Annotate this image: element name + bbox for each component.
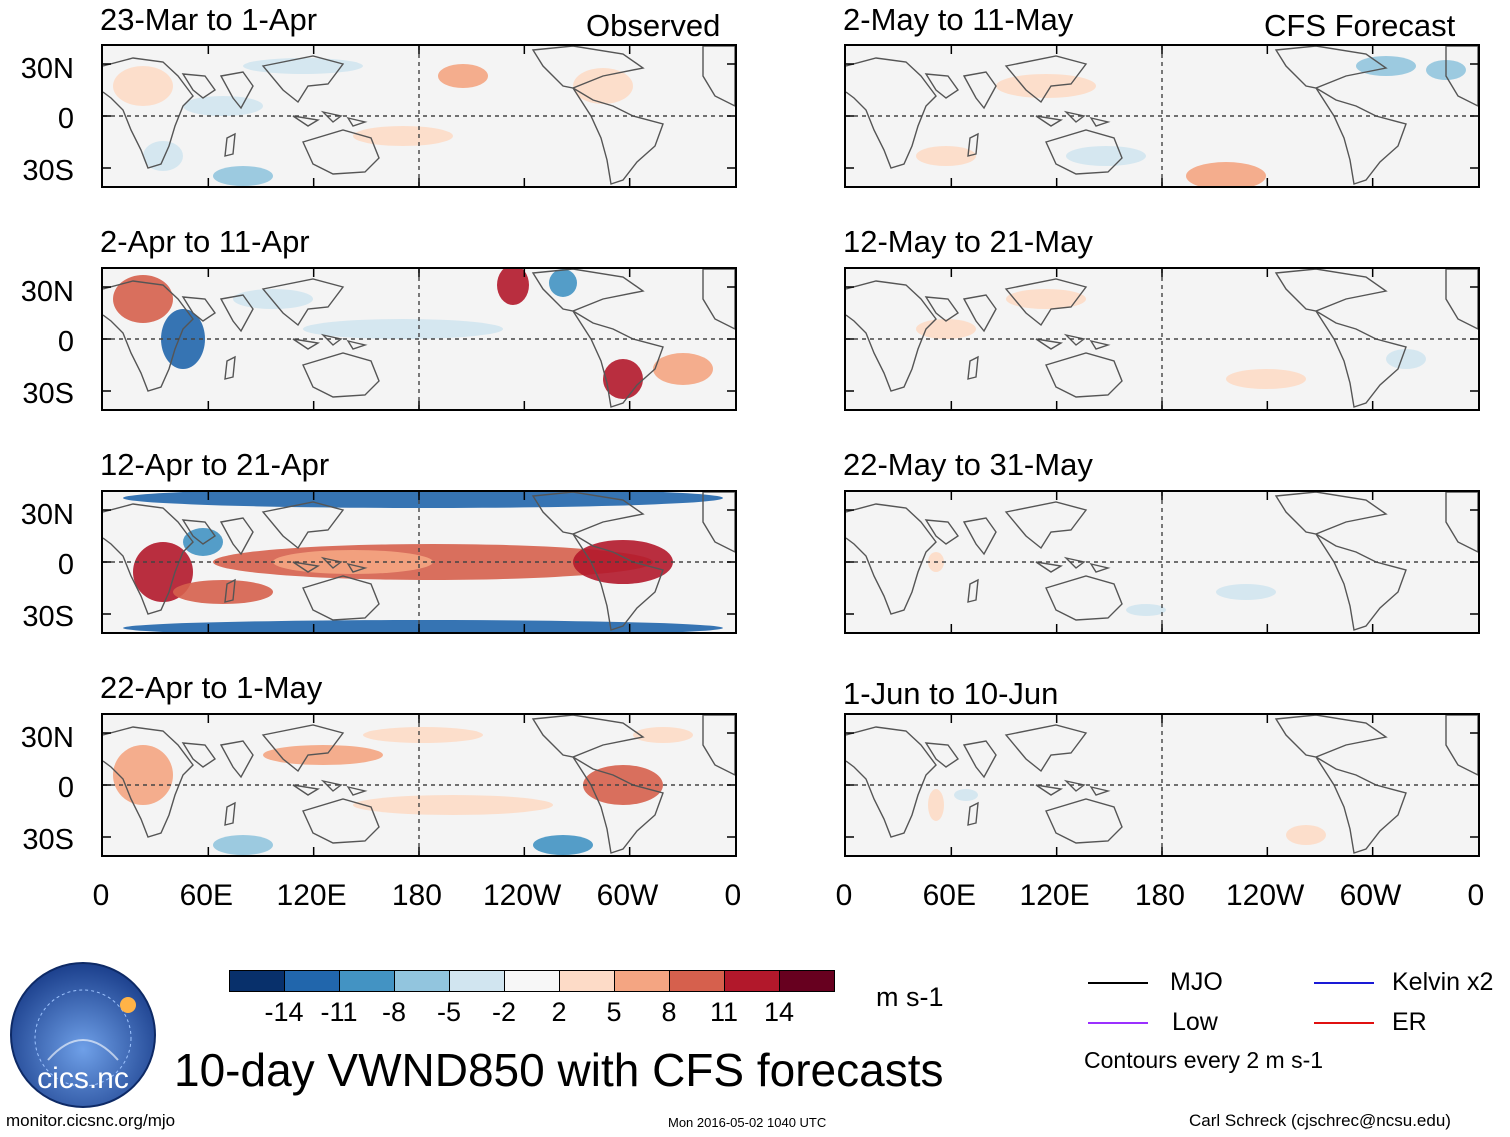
colorbar-cell-8 bbox=[669, 970, 725, 992]
forecast-panel-title-4: 1-Jun to 10-Jun bbox=[843, 676, 1059, 711]
colorbar-cell-2 bbox=[339, 970, 395, 992]
footer-url: monitor.cicsnc.org/mjo bbox=[6, 1111, 176, 1130]
observed-panel-title-4: 22-Apr to 1-May bbox=[100, 670, 323, 705]
kelvin-label: Kelvin x2 bbox=[1392, 968, 1494, 996]
y-axis-label-2-2: 30S bbox=[22, 601, 74, 633]
colorbar-units: m s-1 bbox=[876, 982, 944, 1012]
mjo-label: MJO bbox=[1170, 968, 1223, 996]
colorbar-cell-10 bbox=[779, 970, 835, 992]
forecast-map-1 bbox=[844, 44, 1480, 188]
cics-logo: cics.nc bbox=[10, 962, 156, 1108]
main-title: 10-day VWND850 with CFS forecasts bbox=[174, 1044, 944, 1096]
observed-map-4 bbox=[101, 713, 737, 857]
observed-map-1 bbox=[101, 44, 737, 188]
colorbar-label-5: 2 bbox=[551, 997, 567, 1027]
colorbar-label-0: -14 bbox=[264, 997, 304, 1027]
footer-timestamp: Mon 2016-05-02 1040 UTC bbox=[668, 1115, 827, 1130]
colorbar-cell-4 bbox=[449, 970, 505, 992]
x-axis-label-1-3: 180 bbox=[1134, 879, 1185, 912]
colorbar-label-2: -8 bbox=[381, 997, 406, 1027]
x-axis-label-0-1: 60E bbox=[179, 879, 233, 912]
forecast-header: CFS Forecast bbox=[1264, 8, 1456, 43]
x-axis-label-1-1: 60E bbox=[922, 879, 976, 912]
mjo-line bbox=[1088, 982, 1148, 984]
colorbar-label-3: -5 bbox=[436, 997, 461, 1027]
colorbar-cell-1 bbox=[284, 970, 340, 992]
kelvin-line bbox=[1314, 982, 1374, 984]
forecast-map-3 bbox=[844, 490, 1480, 634]
colorbar-label-8: 11 bbox=[709, 997, 739, 1027]
observed-map-3 bbox=[101, 490, 737, 634]
colorbar-label-6: 5 bbox=[606, 997, 622, 1027]
y-axis-label-0-0: 30N bbox=[20, 53, 74, 85]
forecast-map-2 bbox=[844, 267, 1480, 411]
y-axis-label-1-2: 30S bbox=[22, 378, 74, 410]
y-axis-label-0-1: 0 bbox=[57, 103, 74, 135]
x-axis-label-1-0: 0 bbox=[835, 879, 853, 912]
colorbar-cell-3 bbox=[394, 970, 450, 992]
x-axis-label-1-2: 120E bbox=[1019, 879, 1090, 912]
x-axis-label-0-5: 60W bbox=[596, 879, 659, 912]
x-axis-label-0-0: 0 bbox=[92, 879, 110, 912]
colorbar-label-1: -11 bbox=[320, 997, 358, 1027]
observed-panel-title-1: 23-Mar to 1-Apr bbox=[100, 2, 318, 37]
observed-map-2 bbox=[101, 267, 737, 411]
logo-text: cics.nc bbox=[37, 1062, 129, 1095]
x-axis-label-0-4: 120W bbox=[483, 879, 562, 912]
colorbar-cell-0 bbox=[229, 970, 285, 992]
y-axis-label-1-0: 30N bbox=[20, 276, 74, 308]
y-axis-label-1-1: 0 bbox=[57, 326, 74, 358]
colorbar-cell-7 bbox=[614, 970, 670, 992]
colorbar-cell-9 bbox=[724, 970, 780, 992]
er-label: ER bbox=[1392, 1008, 1427, 1036]
low-label: Low bbox=[1172, 1008, 1218, 1036]
y-axis-label-3-1: 0 bbox=[57, 772, 74, 804]
y-axis-label-0-2: 30S bbox=[22, 155, 74, 187]
colorbar-cell-5 bbox=[504, 970, 560, 992]
observed-header: Observed bbox=[586, 8, 721, 43]
forecast-panel-title-3: 22-May to 31-May bbox=[843, 447, 1093, 482]
y-axis-label-3-2: 30S bbox=[22, 824, 74, 856]
footer-author: Carl Schreck (cjschrec@ncsu.edu) bbox=[1189, 1111, 1451, 1130]
x-axis-label-1-5: 60W bbox=[1339, 879, 1402, 912]
x-axis-label-0-3: 180 bbox=[391, 879, 442, 912]
colorbar-label-7: 8 bbox=[661, 997, 677, 1027]
forecast-panel-title-1: 2-May to 11-May bbox=[843, 2, 1074, 37]
x-axis-label-1-4: 120W bbox=[1226, 879, 1305, 912]
forecast-panel-title-2: 12-May to 21-May bbox=[843, 224, 1093, 259]
colorbar-cell-6 bbox=[559, 970, 615, 992]
y-axis-label-2-0: 30N bbox=[20, 499, 74, 531]
colorbar-label-9: 14 bbox=[763, 997, 795, 1027]
contours-note: Contours every 2 m s-1 bbox=[1084, 1047, 1324, 1073]
observed-panel-title-2: 2-Apr to 11-Apr bbox=[100, 224, 310, 259]
x-axis-label-1-6: 0 bbox=[1467, 879, 1485, 912]
y-axis-label-3-0: 30N bbox=[20, 722, 74, 754]
er-line bbox=[1314, 1022, 1374, 1024]
low-line bbox=[1088, 1022, 1148, 1024]
x-axis-label-0-6: 0 bbox=[724, 879, 742, 912]
observed-panel-title-3: 12-Apr to 21-Apr bbox=[100, 447, 330, 482]
forecast-map-4 bbox=[844, 713, 1480, 857]
x-axis-label-0-2: 120E bbox=[276, 879, 347, 912]
colorbar-label-4: -2 bbox=[491, 997, 516, 1027]
y-axis-label-2-1: 0 bbox=[57, 549, 74, 581]
